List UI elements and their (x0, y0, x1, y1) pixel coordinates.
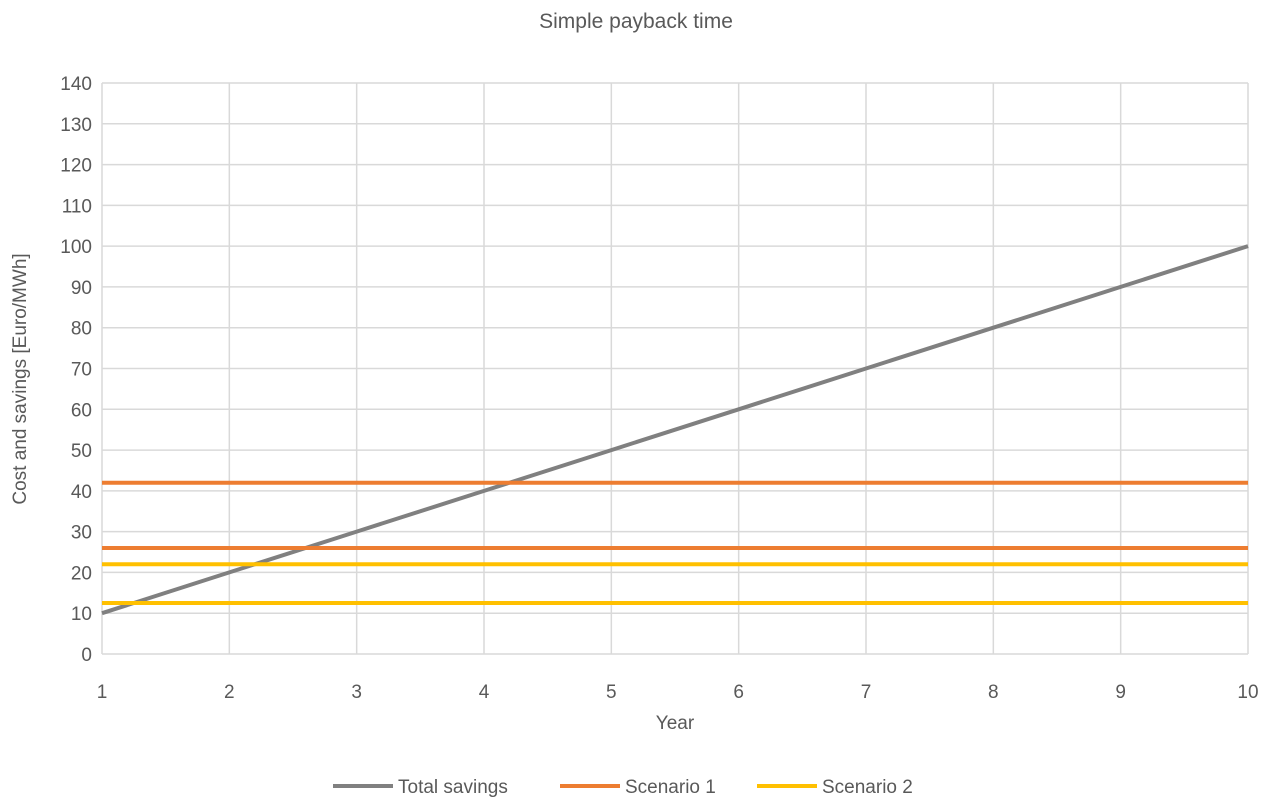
y-tick-label: 40 (71, 482, 92, 503)
x-axis-ticks: 1 2 3 4 5 6 7 8 9 10 (97, 682, 1259, 703)
y-tick-label: 60 (71, 400, 92, 421)
y-tick-label: 10 (71, 604, 92, 625)
y-tick-label: 90 (71, 278, 92, 299)
x-axis-label: Year (656, 713, 695, 734)
y-tick-label: 130 (60, 115, 92, 136)
grid-lines (101, 82, 1249, 655)
y-axis-ticks: 0 10 20 30 40 50 60 70 80 90 100 110 120 130 140 (60, 74, 92, 666)
y-axis-label: Cost and savings [Euro/MWh] (10, 253, 31, 504)
legend: Total savings Scenario 1 Scenario 2 (333, 777, 913, 798)
x-tick-label: 5 (606, 682, 617, 703)
x-tick-label: 2 (224, 682, 235, 703)
series-lines (101, 244, 1249, 616)
x-tick-label: 10 (1237, 682, 1258, 703)
x-tick-label: 8 (988, 682, 999, 703)
x-tick-label: 3 (351, 682, 362, 703)
x-tick-label: 7 (861, 682, 872, 703)
y-tick-label: 80 (71, 319, 92, 340)
x-tick-label: 4 (479, 682, 490, 703)
y-tick-label: 20 (71, 563, 92, 584)
legend-label: Scenario 1 (625, 777, 716, 798)
y-tick-label: 100 (60, 237, 92, 258)
x-tick-label: 6 (733, 682, 744, 703)
y-tick-label: 140 (60, 74, 92, 95)
x-tick-label: 1 (97, 682, 108, 703)
legend-label: Scenario 2 (822, 777, 913, 798)
y-tick-label: 110 (62, 196, 92, 217)
y-tick-label: 0 (81, 645, 92, 666)
y-tick-label: 120 (60, 156, 92, 177)
y-tick-label: 50 (71, 441, 92, 462)
y-tick-label: 70 (71, 360, 92, 381)
y-tick-label: 30 (71, 523, 92, 544)
series-line-0 (101, 244, 1249, 616)
chart-title: Simple payback time (539, 10, 733, 33)
x-tick-label: 9 (1115, 682, 1126, 703)
legend-label: Total savings (398, 777, 508, 798)
